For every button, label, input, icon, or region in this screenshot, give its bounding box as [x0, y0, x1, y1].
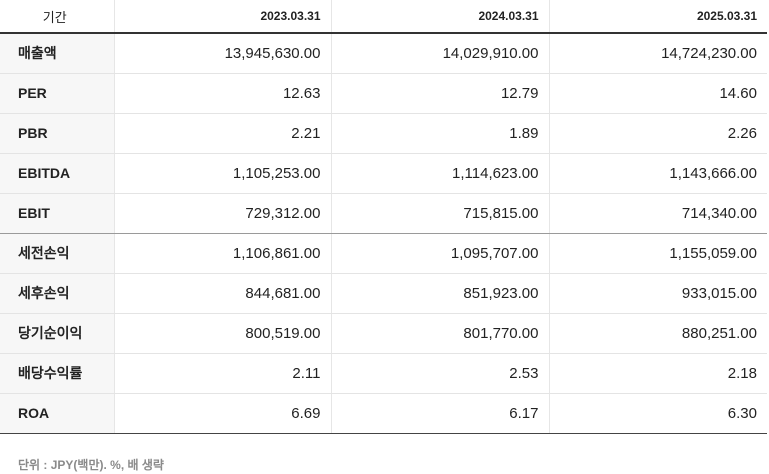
row-label: 세후손익 [0, 273, 114, 314]
cell-value: 1,105,253.00 [113, 153, 331, 194]
cell-value: 2.11 [113, 353, 331, 394]
cell-value: 1,155,059.00 [548, 233, 767, 274]
cell-value: 2.53 [330, 353, 549, 394]
table-header: 기간 2023.03.31 2024.03.31 2025.03.31 [0, 0, 767, 34]
table-row-per: PER 12.63 12.79 14.60 [0, 73, 767, 114]
row-label: EBITDA [0, 153, 114, 194]
cell-value: 2.26 [548, 113, 767, 154]
cell-value: 800,519.00 [113, 313, 331, 354]
cell-value: 12.79 [330, 73, 549, 114]
cell-value: 6.69 [113, 393, 331, 434]
cell-value: 715,815.00 [330, 193, 549, 234]
financial-table: 기간 2023.03.31 2024.03.31 2025.03.31 매출액 … [0, 0, 767, 434]
row-label: PER [0, 73, 114, 114]
row-label: 당기순이익 [0, 313, 114, 354]
table-row-pbr: PBR 2.21 1.89 2.26 [0, 113, 767, 154]
cell-value: 2.18 [548, 353, 767, 394]
period-label-header: 기간 [0, 0, 114, 34]
cell-value: 12.63 [113, 73, 331, 114]
cell-value: 13,945,630.00 [113, 33, 331, 74]
cell-value: 1,095,707.00 [330, 233, 549, 274]
row-label: 배당수익률 [0, 353, 114, 394]
row-label: EBIT [0, 193, 114, 234]
table-row-aftertax-income: 세후손익 844,681.00 851,923.00 933,015.00 [0, 273, 767, 314]
cell-value: 6.30 [548, 393, 767, 434]
table-row-revenue: 매출액 13,945,630.00 14,029,910.00 14,724,2… [0, 33, 767, 74]
header-row: 기간 2023.03.31 2024.03.31 2025.03.31 [0, 0, 767, 34]
cell-value: 6.17 [330, 393, 549, 434]
table-row-ebit: EBIT 729,312.00 715,815.00 714,340.00 [0, 193, 767, 234]
cell-value: 714,340.00 [548, 193, 767, 234]
row-label: 세전손익 [0, 233, 114, 274]
cell-value: 1,114,623.00 [330, 153, 549, 194]
cell-value: 851,923.00 [330, 273, 549, 314]
cell-value: 880,251.00 [548, 313, 767, 354]
row-label: PBR [0, 113, 114, 154]
table-body: 매출액 13,945,630.00 14,029,910.00 14,724,2… [0, 33, 767, 434]
table-row-ebitda: EBITDA 1,105,253.00 1,114,623.00 1,143,6… [0, 153, 767, 194]
period-header-2025: 2025.03.31 [548, 0, 767, 34]
cell-value: 1,106,861.00 [113, 233, 331, 274]
cell-value: 729,312.00 [113, 193, 331, 234]
period-header-2024: 2024.03.31 [330, 0, 549, 34]
table-row-roa: ROA 6.69 6.17 6.30 [0, 393, 767, 434]
cell-value: 14,029,910.00 [330, 33, 549, 74]
cell-value: 2.21 [113, 113, 331, 154]
cell-value: 1.89 [330, 113, 549, 154]
cell-value: 1,143,666.00 [548, 153, 767, 194]
table-row-net-income: 당기순이익 800,519.00 801,770.00 880,251.00 [0, 313, 767, 354]
cell-value: 801,770.00 [330, 313, 549, 354]
cell-value: 844,681.00 [113, 273, 331, 314]
period-header-2023: 2023.03.31 [113, 0, 331, 34]
table-row-pretax-income: 세전손익 1,106,861.00 1,095,707.00 1,155,059… [0, 233, 767, 274]
cell-value: 933,015.00 [548, 273, 767, 314]
row-label: ROA [0, 393, 114, 434]
row-label: 매출액 [0, 33, 114, 74]
unit-footnote: 단위 : JPY(백만). %, 배 생략 [18, 458, 164, 472]
table-row-dividend-yield: 배당수익률 2.11 2.53 2.18 [0, 353, 767, 394]
cell-value: 14,724,230.00 [548, 33, 767, 74]
cell-value: 14.60 [548, 73, 767, 114]
